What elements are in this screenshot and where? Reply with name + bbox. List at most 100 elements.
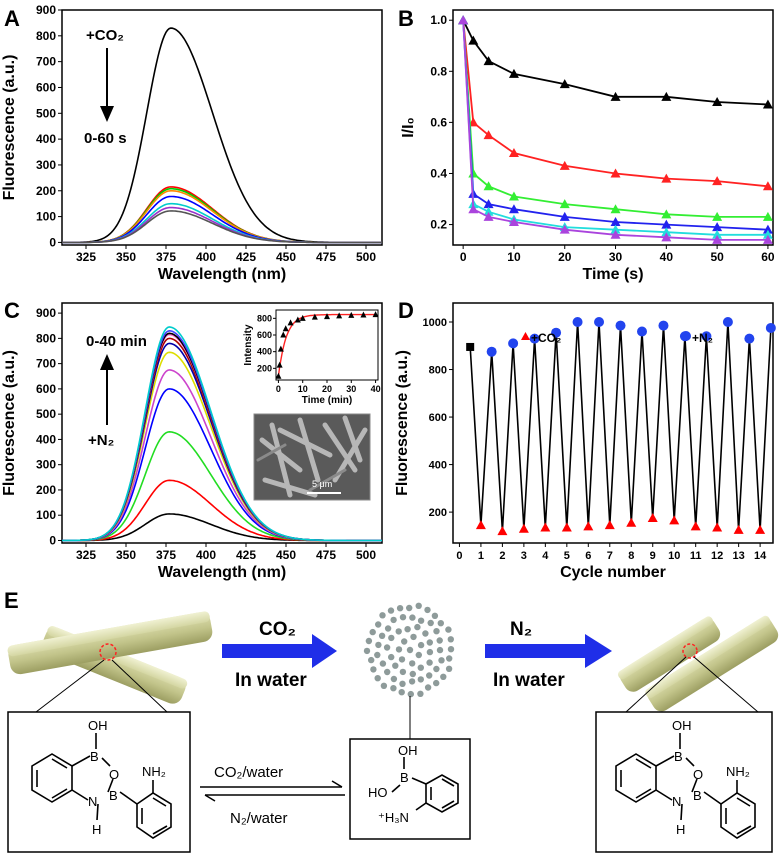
molecule-dot-63 [446,655,453,662]
molecule-dot-44 [380,682,388,689]
molecule-dot-14 [388,634,395,642]
chart-a-time-label: 0-60 s [84,130,127,147]
inset-y-tick-label: 400 [257,347,272,357]
svg-text:B: B [400,770,409,785]
co2-point [712,522,723,532]
n2-point [636,326,647,337]
svg-text:⁺H₃N: ⁺H₃N [378,810,409,825]
kinetic-point [483,199,494,209]
x-axis-label: Cycle number [560,564,666,581]
molecule-dot-46 [370,666,377,673]
inset-point [275,372,282,379]
inset-y-tick-label: 800 [257,313,272,323]
molecule-dot-2 [409,660,416,667]
y-axis-label: Fluorescence (a.u.) [1,350,18,496]
n2-arrow-label: N₂ [510,619,532,640]
inset-point [360,311,367,318]
kinetic-point [559,224,570,234]
molecule-dot-62 [447,646,455,653]
kinetic-point [661,209,672,219]
n2-point [658,320,669,331]
kinetic-line-4 [462,20,768,236]
molecule-dot-67 [424,684,432,691]
plot-frame [61,9,383,246]
co2-point [755,524,766,534]
svg-text:O: O [693,767,703,782]
svg-text:N: N [672,794,681,809]
y-tick-label: 300 [36,158,56,172]
kinetic-point [762,224,773,234]
co2-point [561,522,572,532]
x-tick-label: 400 [196,250,216,264]
molecule-dot-49 [365,637,373,645]
panel-label-d: D [398,298,414,323]
molecule-dot-30 [384,625,392,632]
x-tick-label: 8 [628,550,634,562]
kinetic-point [559,211,570,221]
n2-point [486,346,497,357]
co2-point [626,517,637,527]
inset-point [336,312,343,319]
y-tick-label: 500 [36,106,56,120]
molecule-dot-47 [368,656,375,664]
inset-x-tick-label: 20 [322,384,332,394]
x-axis-label: Wavelength (nm) [158,266,286,283]
n2-point [508,338,519,349]
molecule-dot-45 [374,675,381,682]
kinetic-point [559,160,570,170]
inset-point [282,325,289,332]
molecule-dot-1 [415,651,422,659]
svg-text:B: B [674,749,683,764]
x-tick-label: 350 [116,548,136,562]
molecule-dot-18 [422,630,429,637]
x-axis-label: Wavelength (nm) [158,564,286,581]
svg-text:H: H [92,822,101,837]
x-tick-label: 1 [478,550,484,562]
co2-arrow-label: CO₂ [259,619,296,640]
kinetic-point [483,206,494,216]
molecule-dot-68 [417,690,424,697]
y-tick-label: 600 [429,412,447,424]
molecule-dot-10 [399,668,407,676]
inset-point [324,313,330,320]
molecule-dot-36 [433,628,440,635]
y-tick-label: 0 [49,533,56,547]
molecule-dot-50 [369,628,376,636]
molecule-dot-41 [426,672,433,679]
molecule-dot-27 [374,651,381,659]
co2-point [475,520,486,530]
y-tick-label: 900 [36,3,56,17]
kinetic-point [468,35,479,45]
x-tick-label: 0 [456,550,462,562]
inset-point [294,316,301,323]
molecule-dot-56 [415,602,422,609]
kinetic-point [762,181,773,191]
kinetic-point [610,224,621,234]
kinetic-point [762,211,773,221]
molecule-dot-22 [408,678,416,685]
kinetic-point [610,217,621,227]
kinetic-point [468,204,479,214]
kinetic-point [508,204,519,214]
molecule-dot-5 [401,638,408,645]
kinetic-point [610,204,621,214]
kinetic-point [610,168,621,178]
x-tick-label: 450 [276,250,296,264]
x-tick-label: 13 [733,550,745,562]
molecule-dot-15 [395,628,402,635]
molecule-dot-65 [440,673,447,680]
inset-y-tick-label: 200 [257,363,272,373]
molecule-dot-7 [417,641,425,649]
sem-image: 5 μm [253,413,371,501]
inset-x-tick-label: 30 [346,384,356,394]
molecule-dot-3 [398,656,406,663]
molecule-dot-4 [395,646,403,653]
spectrum-line-7 [62,210,382,244]
kinetic-point [712,176,723,186]
x-tick-label: 450 [276,548,296,562]
kinetic-point [458,15,469,25]
inset-point [277,345,284,352]
co2-point [604,520,615,530]
cycle-line [469,321,772,532]
y-axis-label: Fluorescence (a.u.) [1,55,18,201]
